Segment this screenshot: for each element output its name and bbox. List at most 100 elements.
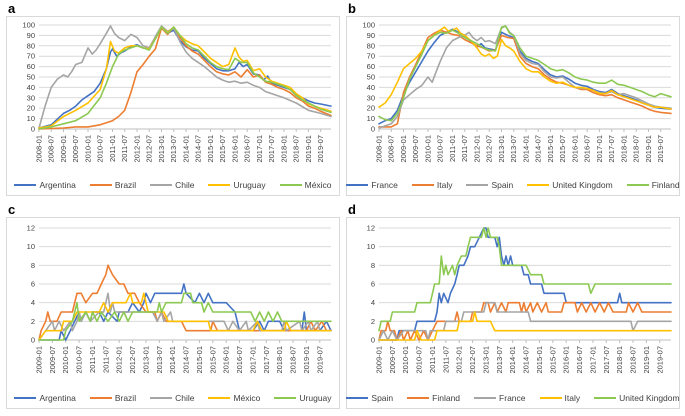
x-tick-label: 2018-07 [289, 346, 298, 374]
x-tick-label: 2018-01 [619, 135, 628, 163]
panel-b: b 0 10 20 30 40 50 60 70 80 90 100 2008-01 2008-07 20… [346, 1, 680, 196]
x-tick-label: 2017-01 [595, 135, 604, 163]
legend-line-sample [150, 184, 173, 186]
x-tick-label: 2008-07 [387, 135, 396, 163]
x-tick-label: 2019-07 [656, 135, 665, 163]
y-tick-label: 100 [22, 21, 35, 30]
legend-label: Italy [564, 393, 581, 403]
legend-item-finland: Finland [626, 180, 680, 190]
x-tick-label: 2010-07 [75, 346, 84, 374]
x-tick-label: 2011-01 [428, 346, 437, 373]
x-tick-label: 2015-07 [208, 346, 217, 374]
chart-a: 0 10 20 30 40 50 60 70 80 90 100 2008-01 2008-07 2009… [6, 16, 340, 196]
x-tick-label: 2009-07 [48, 346, 57, 374]
legend-line-sample [89, 397, 112, 399]
x-tick-label: 2014-01 [168, 346, 177, 374]
x-tick-label: 2011-07 [441, 346, 450, 373]
series-line-brazil [38, 26, 332, 130]
legend-item-finland: Finland [407, 393, 460, 403]
legend-label: Uruguay [233, 180, 266, 190]
x-tick-label: 2016-07 [243, 135, 252, 163]
series-line-méxico [38, 292, 332, 341]
x-tick-label: 2018-07 [292, 135, 301, 163]
x-tick-label: 2010-07 [436, 135, 445, 163]
chart-a-legend: Argentina Brazil Chile Uruguay México [7, 175, 339, 195]
x-tick-label: 2019-07 [315, 346, 324, 374]
y-tick-label: 10 [27, 114, 35, 123]
legend-line-sample [346, 397, 369, 399]
legend-label: Uruguay [299, 393, 332, 403]
x-tick-label: 2013-07 [169, 135, 178, 163]
x-tick-label: 2017-07 [602, 346, 611, 374]
y-tick-label: 20 [27, 104, 35, 113]
legend-line-sample [594, 397, 617, 399]
x-tick-label: 2013-07 [495, 346, 504, 374]
y-tick-label: 90 [27, 31, 35, 40]
x-tick-label: 2016-07 [235, 346, 244, 374]
x-tick-label: 2008-01 [375, 135, 384, 163]
x-tick-label: 2013-01 [497, 135, 506, 163]
x-tick-label: 2015-07 [218, 135, 227, 163]
x-tick-label: 2008-07 [47, 135, 56, 163]
panel-letter-b: b [348, 1, 356, 16]
y-tick-label: 10 [27, 242, 35, 251]
x-tick-label: 2015-01 [546, 135, 555, 163]
x-tick-label: 2013-07 [509, 135, 518, 163]
legend-label: Argentina [39, 180, 76, 190]
y-tick-label: 10 [367, 242, 375, 251]
x-tick-label: 2017-07 [267, 135, 276, 163]
legend-line-sample [626, 184, 649, 186]
y-tick-label: 8 [371, 261, 375, 270]
y-tick-label: 60 [367, 62, 375, 71]
series-line-italy [378, 29, 672, 128]
y-tick-label: 0 [371, 336, 375, 345]
x-tick-label: 2012-01 [472, 135, 481, 163]
x-tick-label: 2015-01 [535, 346, 544, 374]
legend-label: Finland [432, 393, 461, 403]
x-tick-label: 2017-01 [588, 346, 597, 374]
x-tick-label: 2018-01 [275, 346, 284, 374]
x-tick-label: 2011-07 [460, 135, 469, 162]
y-tick-label: 30 [367, 93, 375, 102]
x-tick-label: 2017-01 [255, 135, 264, 163]
legend-item-chile: Chile [150, 393, 194, 403]
x-tick-label: 2015-01 [195, 346, 204, 374]
x-tick-label: 2010-07 [415, 346, 424, 374]
series-line-italy [378, 311, 672, 341]
chart-c-legend: Argentina Brazil Chile México Uruguay [7, 388, 339, 408]
y-tick-label: 80 [27, 41, 35, 50]
x-tick-label: 2016-01 [562, 346, 571, 374]
y-tick-label: 2 [371, 317, 375, 326]
x-tick-label: 2010-01 [61, 346, 70, 374]
y-tick-label: 70 [367, 52, 375, 61]
legend-item-italy: Italy [411, 180, 452, 190]
legend-item-argentina: Argentina [14, 393, 76, 403]
panel-letter-a: a [8, 1, 16, 16]
y-tick-label: 6 [31, 280, 35, 289]
legend-item-united-kingdom: United Kingdom [594, 393, 680, 403]
x-tick-label: 2013-01 [157, 135, 166, 163]
legend-item-united-kingdom: United Kingdom [527, 180, 613, 190]
legend-label: México [304, 180, 332, 190]
x-tick-label: 2009-07 [388, 346, 397, 374]
x-tick-label: 2014-07 [194, 135, 203, 163]
x-tick-label: 2012-07 [145, 135, 154, 163]
x-tick-label: 2016-01 [222, 346, 231, 374]
y-tick-label: 90 [367, 31, 375, 40]
series-line-chile [38, 25, 332, 129]
x-tick-label: 2013-01 [141, 346, 150, 374]
chart-b: 0 10 20 30 40 50 60 70 80 90 100 2008-01 2008-07 2009… [346, 16, 680, 196]
x-tick-label: 2010-07 [96, 135, 105, 163]
x-tick-label: 2013-01 [481, 346, 490, 374]
x-tick-label: 2009-01 [59, 135, 68, 163]
x-tick-label: 2012-01 [132, 135, 141, 163]
legend-item-argentina: Argentina [14, 180, 76, 190]
x-tick-label: 2012-07 [128, 346, 137, 374]
x-tick-label: 2014-01 [521, 135, 530, 163]
panel-letter-c: c [8, 202, 16, 217]
legend-line-sample [539, 397, 562, 399]
x-tick-label: 2012-07 [485, 135, 494, 163]
chart-d: 0 2 4 6 8 10 12 2009-01 2009-07 2010-01 2010-07 201… [346, 217, 680, 409]
legend-label: Chile [175, 393, 195, 403]
